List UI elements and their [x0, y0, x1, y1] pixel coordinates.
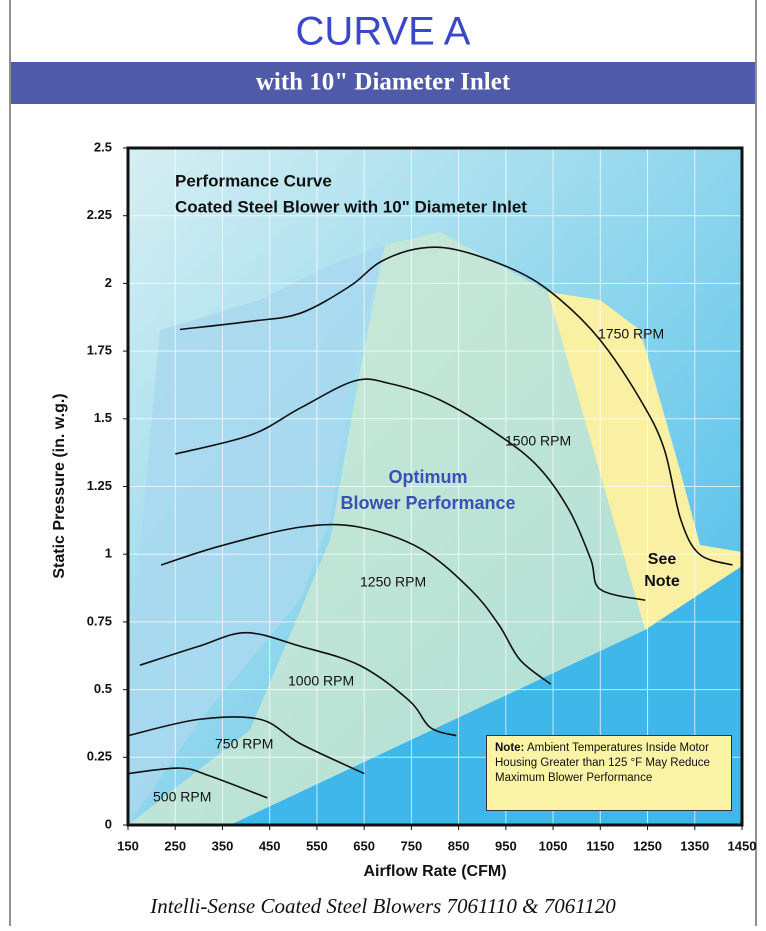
y-axis-label: Static Pressure (in. w.g.)	[51, 393, 68, 578]
x-axis-label: Airflow Rate (CFM)	[363, 863, 506, 880]
y-tick-label: 2.5	[94, 139, 112, 154]
curve-label: 1000 RPM	[288, 673, 354, 689]
x-tick-label: 1350	[680, 838, 709, 853]
curve	[127, 767, 268, 799]
annotation: Performance Curve	[175, 171, 332, 190]
y-tick-label: 1.25	[87, 478, 112, 493]
subtitle: with 10" Diameter Inlet	[256, 69, 511, 96]
y-tick-label: 1	[105, 546, 112, 561]
x-tick-label: 450	[259, 838, 281, 853]
note-text: Ambient Temperatures Inside Motor Housin…	[495, 742, 710, 784]
curve	[179, 246, 733, 566]
curve-label: 1250 RPM	[360, 574, 426, 590]
region-optimum	[128, 232, 645, 825]
x-tick-label: 150	[117, 838, 139, 853]
x-tick-label: 650	[353, 838, 375, 853]
region-see-note	[548, 292, 742, 630]
x-tick-label: 1050	[539, 838, 568, 853]
note-box: Note: Ambient Temperatures Inside Motor …	[486, 735, 732, 811]
annotation: Note	[644, 573, 680, 590]
y-tick-label: 1.75	[87, 343, 112, 358]
footer: Intelli-Sense Coated Steel Blowers 70611…	[149, 894, 616, 918]
y-tick-label: 0	[105, 816, 112, 831]
annotation: Coated Steel Blower with 10" Diameter In…	[175, 197, 527, 216]
curve	[160, 523, 552, 685]
x-tick-label: 850	[448, 838, 470, 853]
x-tick-label: 1250	[633, 838, 662, 853]
y-tick-label: 0.25	[87, 749, 112, 764]
y-tick-label: 0.5	[94, 681, 112, 696]
curve-label: 750 RPM	[215, 736, 273, 752]
curve-label: 1500 RPM	[505, 433, 571, 449]
banner	[11, 62, 755, 104]
curve	[127, 716, 365, 775]
y-tick-label: 0.75	[87, 613, 112, 628]
annotation: Blower Performance	[340, 493, 515, 513]
x-tick-label: 750	[401, 838, 423, 853]
y-tick-label: 1.5	[94, 410, 112, 425]
x-tick-label: 950	[495, 838, 517, 853]
curve-label: 1750 RPM	[598, 326, 664, 342]
y-tick-label: 2	[105, 275, 112, 290]
y-tick-label: 2.25	[87, 207, 112, 222]
x-tick-label: 550	[306, 838, 328, 853]
annotation: See	[648, 551, 677, 568]
curve	[175, 378, 646, 602]
x-tick-label: 1150	[586, 838, 614, 853]
curve	[139, 631, 457, 737]
note-label: Note:	[495, 742, 525, 754]
x-tick-label: 1450	[728, 838, 757, 853]
x-tick-label: 350	[212, 838, 234, 853]
curve-label: 500 RPM	[153, 789, 211, 805]
annotation: Optimum	[389, 467, 468, 487]
x-tick-label: 250	[164, 838, 186, 853]
region-light-blue	[128, 245, 385, 825]
chart-title: CURVE A	[296, 10, 471, 54]
